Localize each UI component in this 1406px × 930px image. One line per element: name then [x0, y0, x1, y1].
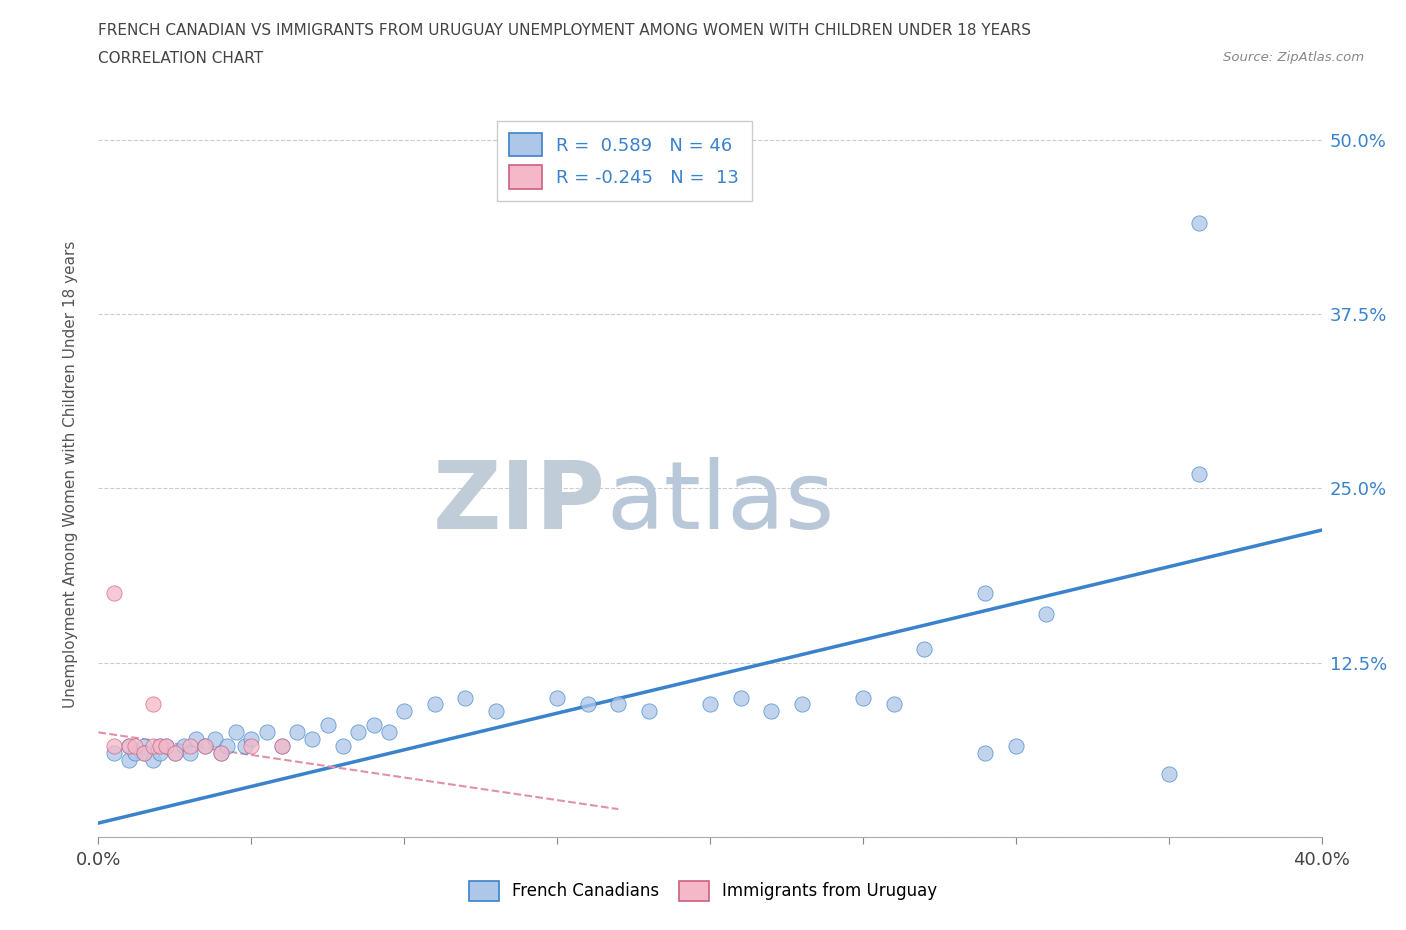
Point	[576, 698, 599, 712]
Point	[332, 738, 354, 753]
Point	[759, 704, 782, 719]
Point	[1188, 467, 1211, 482]
Point	[790, 698, 813, 712]
Point	[194, 738, 217, 753]
Point	[363, 718, 385, 733]
Point	[215, 738, 238, 753]
Point	[637, 704, 661, 719]
Point	[233, 738, 256, 753]
Point	[103, 738, 125, 753]
Text: Source: ZipAtlas.com: Source: ZipAtlas.com	[1223, 51, 1364, 64]
Point	[607, 698, 630, 712]
Point	[163, 746, 186, 761]
Point	[301, 732, 323, 747]
Point	[1035, 606, 1057, 621]
Point	[270, 738, 292, 753]
Point	[1004, 738, 1026, 753]
Legend: R =  0.589   N = 46, R = -0.245   N =  13: R = 0.589 N = 46, R = -0.245 N = 13	[496, 121, 752, 201]
Point	[142, 738, 165, 753]
Point	[912, 642, 935, 657]
Point	[209, 746, 232, 761]
Point	[155, 738, 177, 753]
Point	[118, 738, 141, 753]
Point	[142, 753, 165, 768]
Point	[240, 732, 263, 747]
Point	[142, 698, 165, 712]
Text: CORRELATION CHART: CORRELATION CHART	[98, 51, 263, 66]
Point	[392, 704, 416, 719]
Point	[173, 738, 195, 753]
Point	[179, 738, 201, 753]
Point	[179, 746, 201, 761]
Point	[485, 704, 508, 719]
Point	[546, 690, 568, 705]
Point	[134, 738, 156, 753]
Point	[454, 690, 477, 705]
Point	[730, 690, 752, 705]
Point	[316, 718, 339, 733]
Point	[124, 746, 146, 761]
Point	[118, 738, 141, 753]
Point	[124, 738, 146, 753]
Point	[204, 732, 226, 747]
Text: ZIP: ZIP	[433, 458, 606, 550]
Point	[423, 698, 446, 712]
Point	[1188, 216, 1211, 231]
Point	[149, 746, 172, 761]
Y-axis label: Unemployment Among Women with Children Under 18 years: Unemployment Among Women with Children U…	[63, 241, 77, 708]
Point	[699, 698, 721, 712]
Point	[225, 725, 247, 740]
Point	[347, 725, 370, 740]
Point	[240, 738, 263, 753]
Point	[1157, 766, 1180, 781]
Text: atlas: atlas	[606, 458, 834, 550]
Point	[974, 746, 997, 761]
Point	[149, 738, 172, 753]
Point	[103, 586, 125, 601]
Point	[134, 746, 156, 761]
Point	[974, 586, 997, 601]
Point	[852, 690, 875, 705]
Point	[163, 746, 186, 761]
Point	[883, 698, 905, 712]
Text: FRENCH CANADIAN VS IMMIGRANTS FROM URUGUAY UNEMPLOYMENT AMONG WOMEN WITH CHILDRE: FRENCH CANADIAN VS IMMIGRANTS FROM URUGU…	[98, 23, 1032, 38]
Point	[155, 738, 177, 753]
Point	[149, 738, 172, 753]
Point	[103, 746, 125, 761]
Point	[209, 746, 232, 761]
Point	[256, 725, 278, 740]
Point	[194, 738, 217, 753]
Legend: French Canadians, Immigrants from Uruguay: French Canadians, Immigrants from Urugua…	[463, 874, 943, 908]
Point	[270, 738, 292, 753]
Point	[118, 753, 141, 768]
Point	[378, 725, 401, 740]
Point	[134, 746, 156, 761]
Point	[186, 732, 208, 747]
Point	[285, 725, 308, 740]
